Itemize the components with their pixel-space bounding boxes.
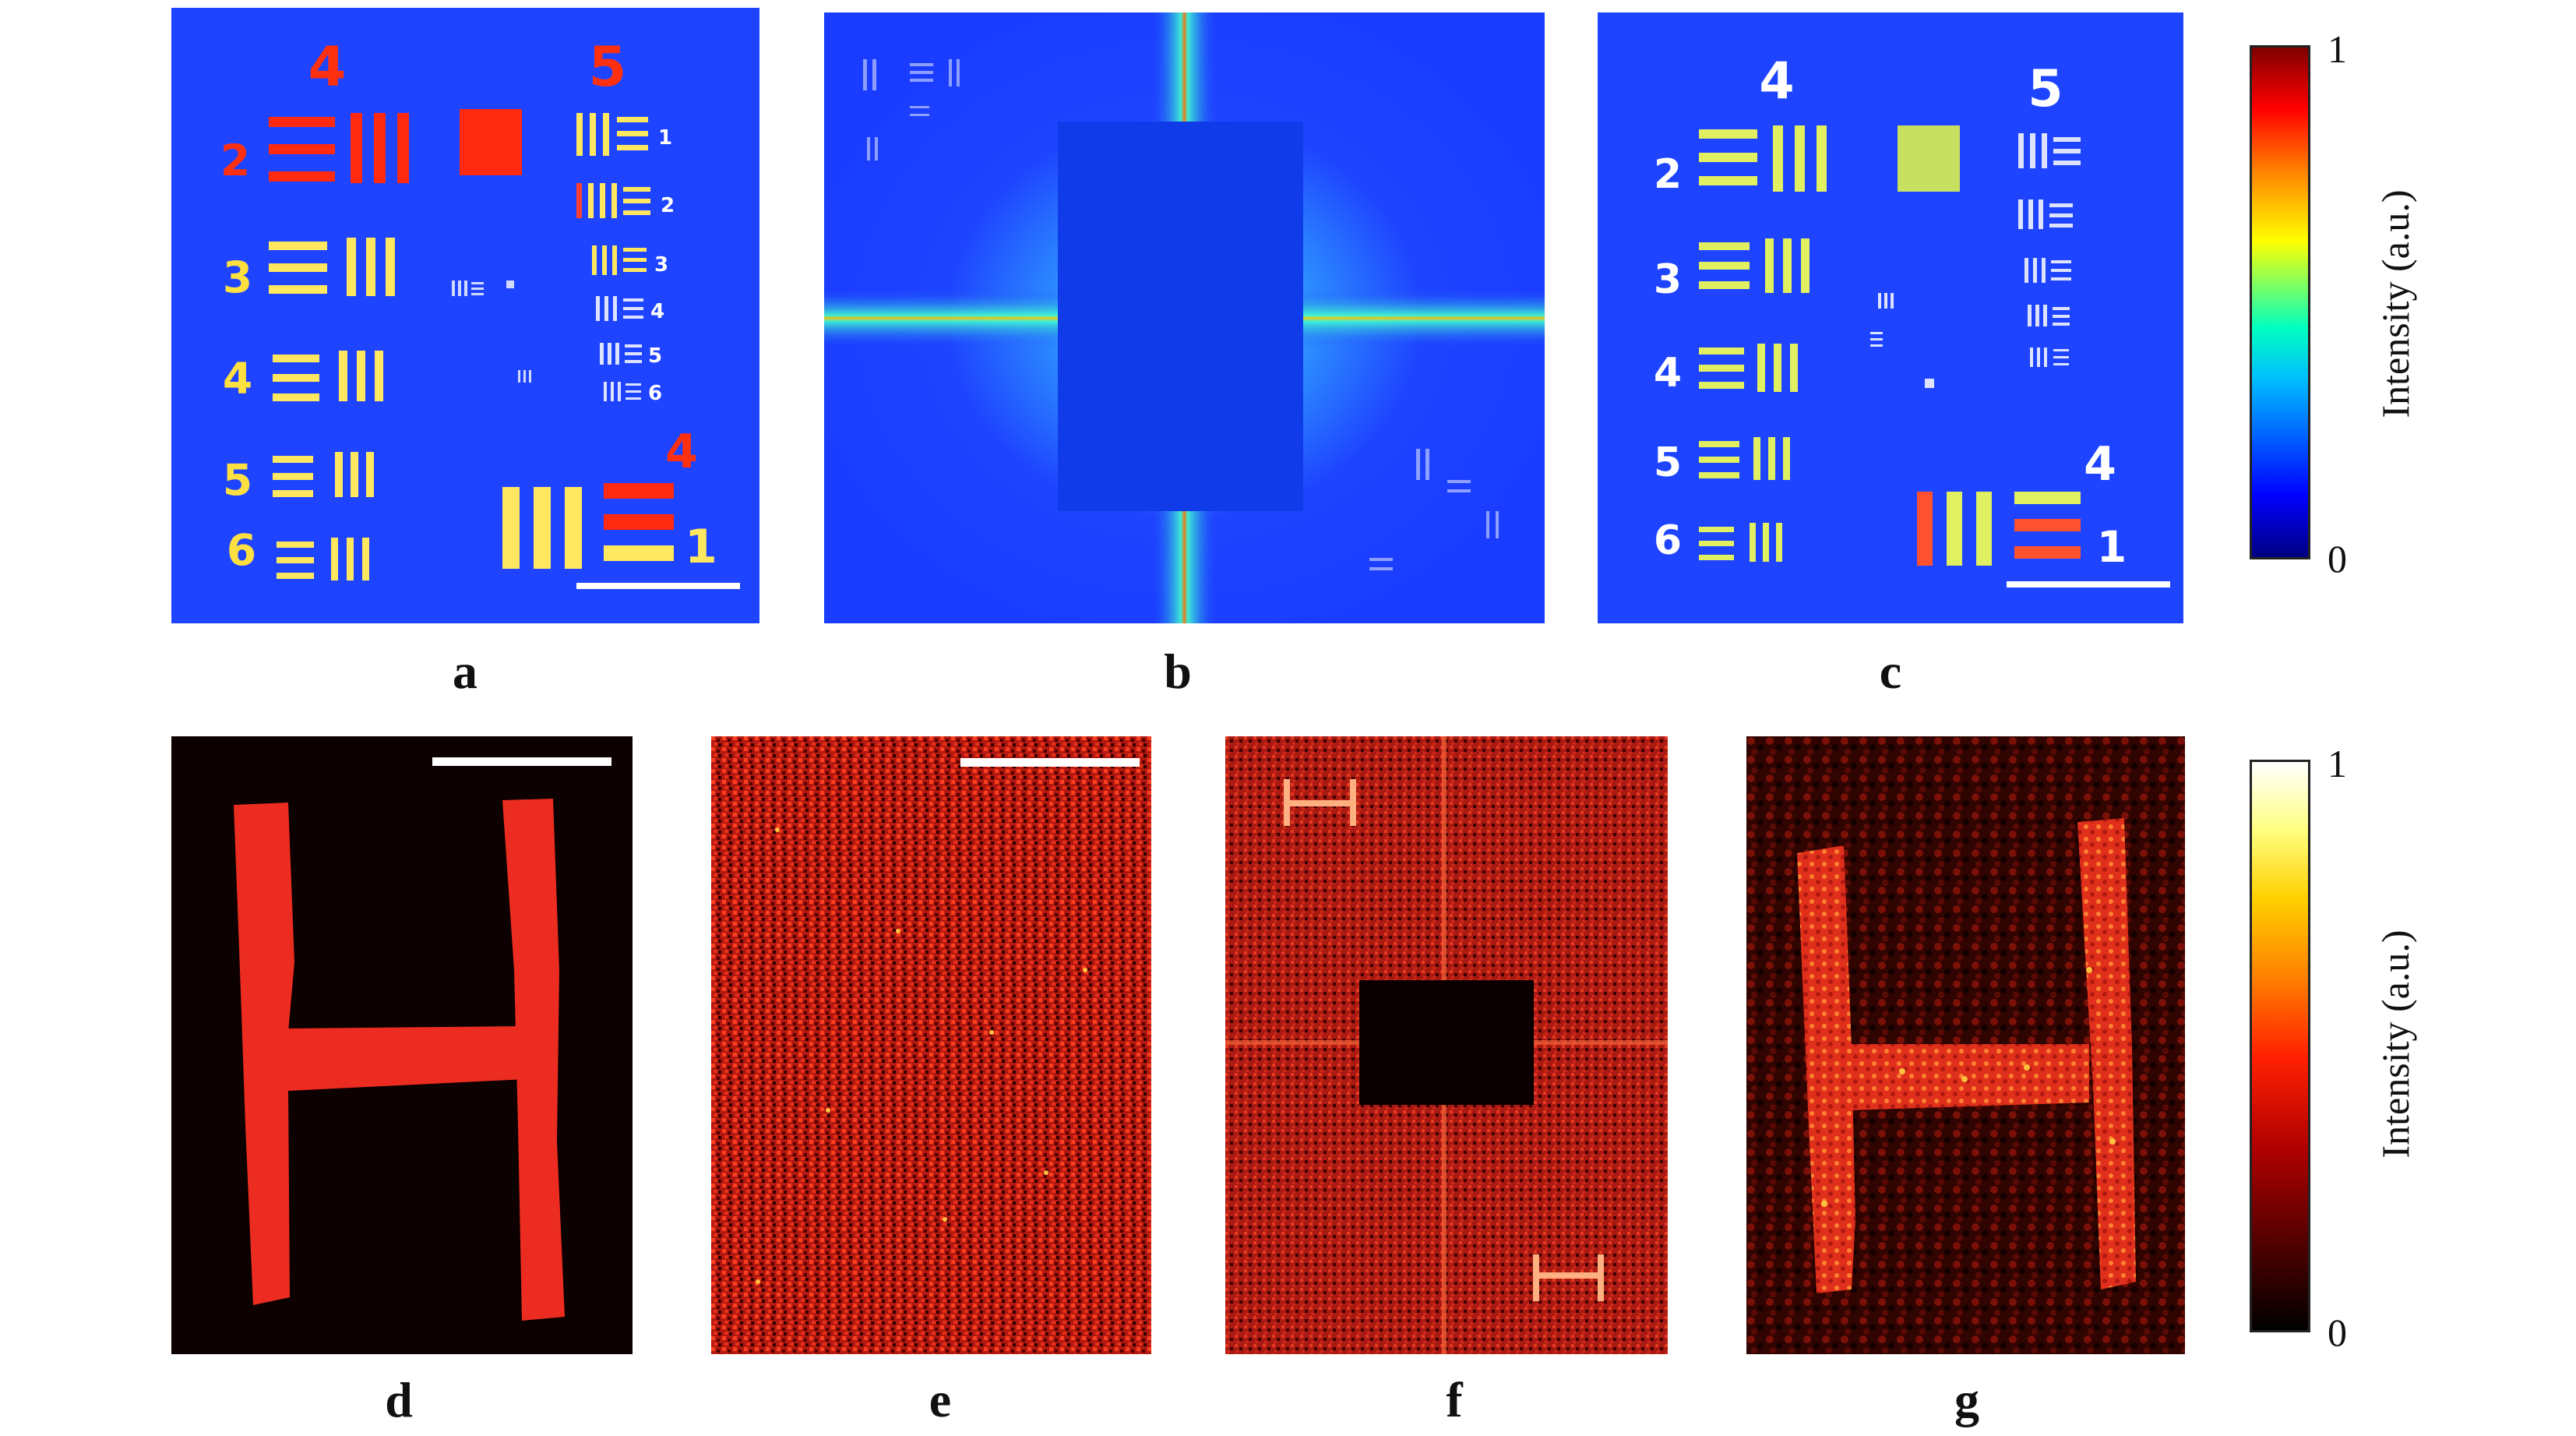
panel-label-e: e [929, 1372, 952, 1427]
element-number-5: 5 [223, 455, 252, 505]
panel-d-h-object [171, 736, 633, 1354]
colorbar-top-max-label: 1 [2328, 27, 2347, 71]
panel-f-hologram-spectrum [1225, 736, 1668, 1354]
group-number-5-top: 5 [589, 35, 627, 99]
scale-bar-d [432, 757, 611, 766]
element-number-4-c: 4 [1654, 350, 1682, 397]
dc-block-mask-f [1359, 980, 1534, 1105]
panel-label-a: a [453, 644, 477, 699]
colorbar-bottom-hot [2250, 760, 2310, 1332]
h-letter-shape-g [1797, 845, 1855, 1293]
small-number-1: 1 [658, 126, 672, 150]
panel-label-g: g [1954, 1372, 1979, 1427]
spectrum-f-svg [1225, 736, 1668, 1354]
twin-image-h-bottom [1533, 1254, 1604, 1301]
small-number-3: 3 [654, 253, 668, 277]
colorbar-top-min-label: 0 [2328, 537, 2347, 580]
small-number-4: 4 [650, 300, 664, 323]
colorbar-top-jet [2250, 45, 2310, 559]
panel-label-f: f [1446, 1372, 1463, 1427]
colorbar-bottom-min-label: 0 [2328, 1311, 2347, 1354]
small-number-2: 2 [661, 194, 675, 217]
panel-c-reconstructed-target: 4 5 4 2 3 4 5 6 [1598, 12, 2183, 623]
element-number-6: 6 [227, 525, 256, 575]
small-number-5: 5 [648, 344, 662, 368]
usaf-target-c-svg: 4 5 4 2 3 4 5 6 [1598, 12, 2183, 623]
group-number-4-lower: 4 [665, 425, 698, 479]
panel-e-speckle-hologram [711, 736, 1151, 1354]
panel-g-reconstructed-h [1746, 736, 2185, 1354]
reconstruction-g-svg [1746, 736, 2185, 1354]
corner-number-1: 1 [685, 520, 717, 574]
dc-block-mask-b [1058, 122, 1303, 511]
element-number-3-c: 3 [1654, 256, 1682, 303]
group-number-4-lower-c: 4 [2084, 437, 2116, 492]
panel-a-usaf-target-image: 4 5 4 2 3 4 5 6 [171, 8, 759, 623]
scale-bar-a [576, 583, 740, 589]
group-number-4-top: 4 [308, 35, 347, 99]
panel-label-d: d [385, 1372, 413, 1427]
speckle-e-svg [711, 736, 1151, 1354]
colorbar-bottom-max-label: 1 [2328, 742, 2347, 785]
corner-number-1-c: 1 [2097, 522, 2127, 572]
scale-bar-e [960, 758, 1140, 767]
h-object-d-svg [171, 736, 633, 1354]
h-letter-shape-d [234, 803, 294, 1305]
element-number-4: 4 [223, 354, 252, 404]
element-number-5-c: 5 [1654, 439, 1682, 486]
scale-bar-c [2007, 581, 2170, 587]
panel-label-b: b [1164, 644, 1192, 699]
colorbar-bottom-title: Intensity (a.u.) [2373, 930, 2417, 1159]
element-number-3: 3 [223, 252, 252, 302]
small-number-6: 6 [648, 382, 662, 405]
element-number-6-c: 6 [1654, 517, 1682, 564]
fourier-spectrum-b-svg [824, 12, 1545, 623]
panel-label-c: c [1879, 644, 1902, 699]
element-number-2: 2 [220, 136, 250, 185]
panel-b-fourier-spectrum [824, 12, 1545, 623]
twin-image-h-top [1284, 779, 1356, 826]
group-number-4-top-c: 4 [1759, 52, 1794, 111]
colorbar-top-title: Intensity (a.u.) [2373, 189, 2417, 418]
element-number-2-c: 2 [1654, 151, 1682, 198]
group-number-5-top-c: 5 [2028, 60, 2063, 118]
usaf-target-a-svg: 4 5 4 2 3 4 5 6 [171, 8, 759, 623]
